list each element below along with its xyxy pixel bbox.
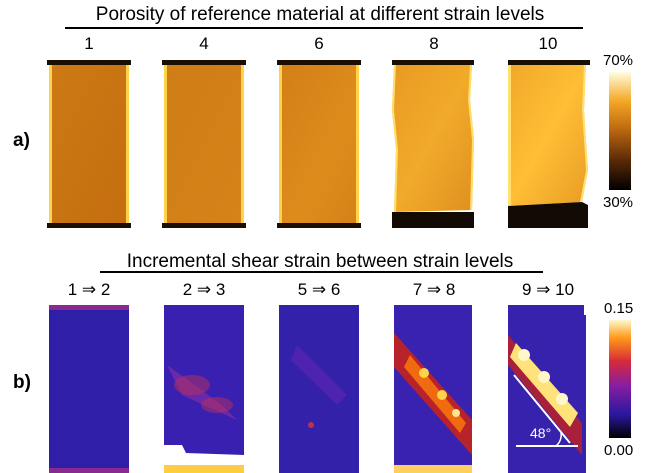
row-b-col-label-1: 1 ⇒ 2 (67, 280, 111, 299)
shear-strain-map-9-10 (508, 305, 590, 473)
row-b-title-underline (100, 271, 543, 273)
shear-angle-annotation: 48° (530, 425, 552, 441)
row-a-col-label-4: 8 (429, 34, 439, 53)
shear-strain-map-5-6 (279, 305, 359, 473)
row-a-col-label-1: 1 (84, 34, 94, 53)
shear-band-line (513, 374, 571, 444)
angle-arc (555, 432, 562, 447)
shear-strain-colorbar-min-label: 0.00 (604, 442, 634, 459)
row-a-title: Porosity of reference material at differ… (95, 4, 545, 25)
porosity-map-6 (277, 60, 361, 228)
row-a-label: a) (13, 130, 30, 151)
row-a-col-label-3: 6 (314, 34, 324, 53)
porosity-map-10 (508, 60, 590, 228)
row-b-col-label-3: 5 ⇒ 6 (297, 280, 341, 299)
row-b-col-label-2: 2 ⇒ 3 (182, 280, 226, 299)
row-a-col-label-2: 4 (199, 34, 209, 53)
row-b-label: b) (13, 372, 31, 393)
row-b-col-label-4: 7 ⇒ 8 (412, 280, 456, 299)
shear-strain-colorbar-max-label: 0.15 (604, 300, 634, 317)
shear-strain-map-7-8 (394, 305, 472, 473)
shear-strain-map-2-3 (164, 305, 244, 473)
row-b-title: Incremental shear strain between strain … (126, 251, 514, 272)
porosity-map-4 (162, 60, 246, 228)
shear-strain-map-1-2 (49, 305, 129, 473)
porosity-colorbar-max-label: 70% (603, 52, 634, 69)
shear-strain-colorbar (609, 320, 631, 438)
row-a-title-underline (65, 27, 583, 29)
porosity-map-1 (47, 60, 131, 228)
porosity-colorbar (609, 72, 631, 190)
row-a-col-label-5: 10 (538, 34, 558, 53)
porosity-colorbar-min-label: 30% (603, 194, 634, 211)
row-b-col-label-5: 9 ⇒ 10 (521, 280, 575, 299)
porosity-map-8 (392, 60, 474, 228)
